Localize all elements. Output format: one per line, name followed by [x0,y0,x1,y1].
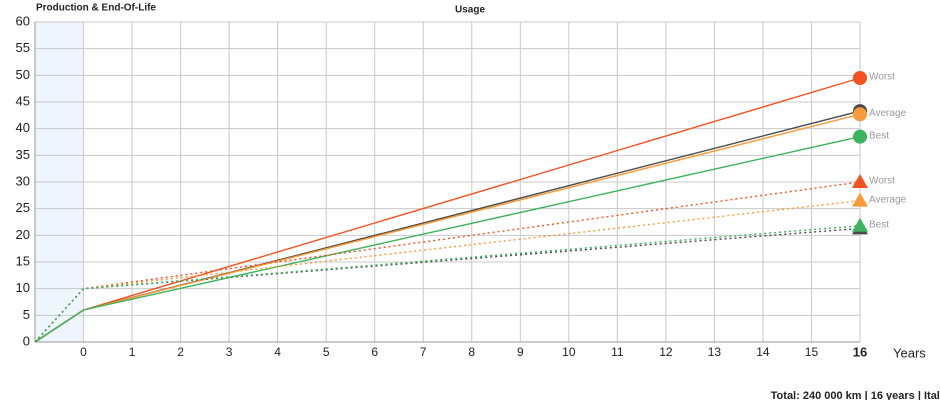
y-tick-label: 10 [16,280,30,295]
y-tick-label: 15 [16,253,30,268]
end-marker [853,129,867,144]
x-tick-label: 0 [80,345,87,359]
end-marker [853,71,867,85]
series-label: Average [869,194,907,205]
chart-title: Usage [455,5,485,16]
x-tick-label: 10 [562,345,576,359]
x-axis-label: Years [893,345,926,360]
end-marker [852,192,868,207]
series-label: Worst [869,72,895,83]
region-label: Production & End-Of-Life [36,3,156,14]
y-tick-label: 50 [16,67,30,82]
y-tick-label: 60 [16,13,30,28]
x-tick-label: 8 [468,345,475,359]
x-tick-label: 2 [177,345,184,359]
series-line [34,225,861,343]
x-tick-label: 13 [708,345,722,359]
series-label: Best [869,219,889,230]
x-tick-label: 7 [420,345,427,359]
x-tick-label: 1 [129,345,136,359]
series-line [34,227,861,343]
y-tick-label: 40 [16,120,30,135]
y-tick-label: 20 [16,227,30,242]
end-marker [852,217,868,232]
series-label: Best [869,130,889,141]
x-tick-label: 15 [805,345,819,359]
x-tick-label: 4 [274,345,281,359]
series-label: Worst [869,176,895,187]
y-tick-label: 45 [16,93,30,108]
y-tick-label: 35 [16,147,30,162]
x-tick-label: 6 [371,345,378,359]
x-tick-label: 14 [756,345,770,359]
end-marker [852,174,868,188]
series-label: Average [869,108,907,119]
series-line [34,199,861,343]
y-tick-label: 5 [23,307,30,322]
y-tick-label: 30 [16,173,30,188]
y-tick-label: 0 [23,333,30,348]
end-marker [853,107,867,122]
x-tick-label: 16 [853,344,867,359]
x-tick-label: 3 [226,345,233,359]
x-tick-label: 11 [611,345,624,359]
x-tick-label: 5 [323,345,330,359]
series-line [34,77,861,343]
y-tick-label: 25 [16,200,30,215]
x-tick-label: 12 [659,345,673,359]
y-tick-label: 55 [16,40,30,55]
x-tick-label: 9 [517,345,524,359]
footer: Total: 240 000 km | 16 years | Italy [771,390,940,400]
series-line [34,135,861,343]
